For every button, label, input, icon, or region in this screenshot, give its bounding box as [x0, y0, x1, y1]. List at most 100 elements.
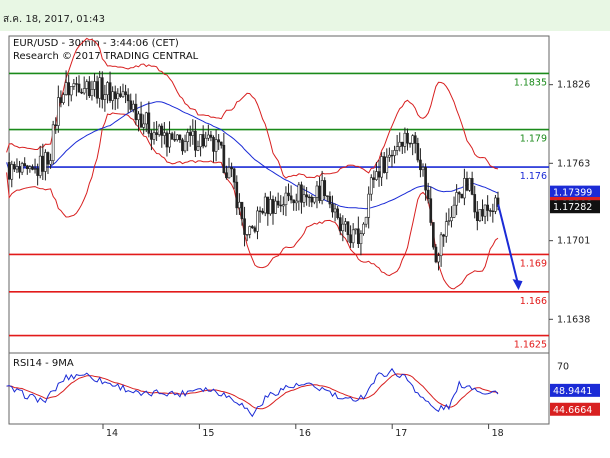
candle-body	[54, 124, 58, 126]
candle-body	[199, 134, 202, 148]
candle-body	[357, 228, 360, 245]
candle-body	[209, 134, 213, 138]
candle	[49, 153, 52, 169]
level-label-1: 1.1835	[514, 77, 547, 88]
candle	[10, 160, 14, 188]
rsi-ma-value-label: 44.6664	[553, 405, 592, 416]
candle	[488, 208, 492, 217]
candle-body	[344, 221, 347, 225]
candle-body	[59, 97, 63, 103]
candle-body	[10, 164, 14, 180]
candle-body	[455, 192, 458, 206]
current-price-label-box	[550, 200, 600, 214]
candle	[408, 142, 412, 148]
candle	[393, 145, 396, 164]
candle-body	[398, 141, 402, 148]
level-label-4: 1.169	[520, 258, 547, 269]
candle	[93, 73, 96, 97]
candle-body	[93, 81, 96, 90]
candle	[263, 192, 267, 217]
candle	[388, 147, 391, 162]
candle	[369, 174, 373, 201]
candle	[367, 186, 371, 229]
candle	[62, 92, 65, 105]
candle-body	[160, 125, 164, 136]
date-stamp: ส.ค. 18, 2017, 01:43	[3, 14, 106, 25]
candle-body	[393, 150, 396, 156]
candle-body	[75, 83, 78, 85]
candle	[219, 141, 223, 149]
rsi-title: RSI14 - 9MA	[13, 358, 74, 369]
candle-body	[302, 194, 306, 203]
candle	[274, 196, 277, 214]
candle-body	[447, 220, 451, 222]
candle-body	[437, 255, 440, 263]
candle-body	[297, 184, 301, 202]
candle-body	[349, 234, 352, 244]
candle	[160, 123, 164, 148]
candle	[69, 86, 73, 102]
candle-body	[147, 112, 151, 134]
candle	[349, 225, 352, 248]
candle-body	[424, 167, 427, 191]
candle-body	[313, 197, 316, 203]
candle-body	[152, 132, 156, 140]
candle	[64, 70, 68, 96]
projection-arrow-line	[497, 204, 519, 283]
candle-body	[191, 130, 195, 136]
candle-body	[225, 172, 228, 179]
candle-body	[186, 132, 189, 142]
candle	[439, 232, 443, 267]
candle-body	[481, 209, 484, 217]
candle	[15, 158, 19, 174]
candle	[235, 175, 239, 215]
candle-body	[266, 196, 270, 215]
candle	[375, 162, 378, 181]
candle	[196, 140, 200, 152]
candle-body	[377, 171, 381, 178]
candle-body	[478, 209, 482, 221]
candle	[426, 182, 430, 204]
candle	[341, 215, 345, 242]
candle-body	[250, 226, 254, 229]
candle-body	[253, 227, 257, 232]
candle-body	[450, 217, 453, 222]
candle	[163, 122, 166, 145]
candle-body	[88, 81, 91, 97]
candle	[106, 81, 109, 104]
candle-body	[62, 94, 65, 103]
candle	[300, 181, 303, 214]
candle-body	[289, 195, 293, 201]
candle-body	[56, 97, 60, 126]
candle	[28, 165, 32, 173]
candle	[258, 206, 262, 223]
candle-body	[359, 233, 363, 245]
candle	[95, 75, 99, 104]
candle-body	[204, 137, 208, 147]
candle-body	[245, 234, 249, 236]
candle	[222, 132, 226, 174]
candle	[18, 160, 21, 179]
candle	[494, 194, 497, 215]
candle	[126, 88, 130, 114]
candle	[289, 185, 293, 204]
chart-title: EUR/USD - 30min - 3:44:06 (CET)	[13, 38, 179, 49]
candle-body	[256, 210, 259, 232]
candle-body	[400, 141, 404, 147]
candle	[134, 93, 138, 126]
candle-body	[406, 132, 409, 144]
candle	[380, 152, 383, 186]
candle	[90, 80, 94, 101]
chart-area: EUR/USD - 30min - 3:44:06 (CET) Research…	[6, 35, 600, 439]
candle	[463, 168, 466, 206]
candle	[108, 71, 112, 103]
candle	[465, 171, 469, 192]
candle	[209, 131, 213, 142]
candle-body	[483, 204, 487, 217]
candle	[421, 163, 425, 177]
candle	[250, 225, 254, 229]
candle-body	[108, 82, 112, 101]
candle	[77, 75, 81, 93]
candle	[325, 195, 329, 202]
candle	[72, 78, 76, 90]
